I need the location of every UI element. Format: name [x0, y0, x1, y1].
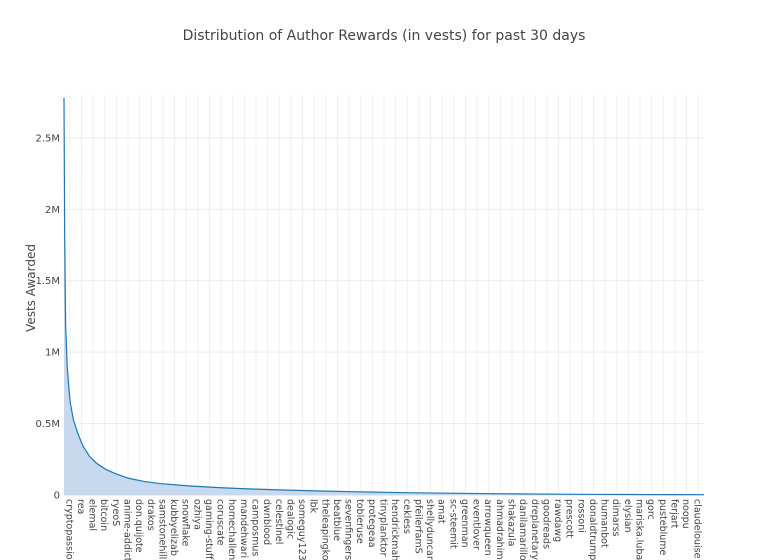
- x-tick-label: theleapingko: [319, 499, 330, 560]
- x-axis-ticks: cryptopassio rea elemal bitcoin ryeoS anime-a…: [63, 499, 702, 560]
- x-tick-label: mariska.luba: [634, 499, 645, 560]
- x-tick-label: don.quijote: [133, 499, 144, 553]
- x-tick-label: sevenfingers: [343, 499, 354, 560]
- x-tick-label: dimarss: [610, 499, 621, 537]
- x-tick-label: protegeaa: [366, 499, 377, 548]
- x-tick-label: danilamarillo: [517, 499, 528, 560]
- x-tick-label: homechallen: [226, 499, 237, 560]
- y-tick-label: 2.5M: [35, 133, 60, 144]
- y-tick-label: 1.5M: [35, 276, 60, 287]
- x-tick-label: anime-addict: [122, 499, 133, 560]
- x-tick-label: ferjart: [668, 499, 679, 528]
- x-tick-label: snowflake: [180, 499, 191, 547]
- x-tick-label: bitcoin: [98, 499, 109, 531]
- y-tick-label: 2M: [45, 205, 60, 216]
- x-tick-label: dwnblood: [261, 499, 272, 545]
- x-tick-label: eventlover: [471, 499, 482, 550]
- x-tick-label: sc-steemit: [447, 499, 458, 549]
- x-tick-label: pfeilerfamS: [412, 499, 423, 554]
- x-tick-label: ahmadrahim: [494, 499, 505, 560]
- x-tick-label: prescott: [564, 499, 575, 538]
- x-tick-label: pusteblume: [657, 499, 668, 556]
- x-tick-label: tinyplanktor: [378, 499, 389, 557]
- x-tick-label: shellyduncan: [424, 499, 435, 560]
- x-tick-label: greenman: [459, 499, 470, 548]
- x-tick-label: coruscate: [215, 499, 226, 546]
- x-tick-label: camposmus: [250, 499, 261, 556]
- chart-title: Distribution of Author Rewards (in vests…: [183, 28, 586, 44]
- x-tick-label: gorc: [645, 499, 656, 520]
- x-tick-label: dealogic: [284, 499, 295, 539]
- x-tick-label: shakazula: [506, 499, 517, 546]
- x-tick-label: cekless: [401, 499, 412, 534]
- x-tick-label: kubbyelizab: [168, 499, 179, 556]
- x-tick-label: humanbot: [599, 499, 610, 548]
- x-tick-label: rossoni: [575, 499, 586, 533]
- x-tick-label: elysian: [622, 499, 633, 533]
- x-tick-label: claudelouise: [692, 499, 703, 559]
- y-axis-ticks: 0 0.5M 1M 1.5M 2M 2.5M: [35, 133, 60, 501]
- x-tick-label: rawdawg: [552, 499, 563, 542]
- x-tick-label: lbk: [308, 499, 319, 514]
- area-layer: [63, 97, 705, 496]
- y-axis-title: Vests Awarded: [24, 244, 38, 332]
- x-tick-label: gaming-stuff: [203, 499, 214, 560]
- x-tick-label: hendrickmahi: [389, 499, 400, 560]
- x-tick-label: someguy123: [296, 499, 307, 560]
- y-tick-label: 0.5M: [35, 419, 60, 430]
- x-tick-label: donaldtrump: [587, 499, 598, 560]
- x-tick-label: samstonehill: [156, 499, 167, 559]
- x-tick-label: dreplanetary: [529, 499, 540, 560]
- x-tick-label: cryptopassio: [63, 499, 74, 560]
- x-tick-label: tobleruse: [354, 499, 365, 544]
- x-tick-label: drakos: [145, 499, 156, 531]
- x-tick-label: arrowqueen: [482, 499, 493, 556]
- x-tick-label: mandehwari: [238, 499, 249, 558]
- x-tick-label: elemal: [87, 499, 98, 531]
- x-tick-label: noopu: [680, 499, 691, 529]
- y-tick-label: 1M: [45, 348, 60, 359]
- x-tick-label: rea: [75, 499, 86, 514]
- x-tick-label: celestinel: [273, 499, 284, 544]
- x-tick-label: goodreads: [540, 499, 551, 549]
- y-tick-label: 0: [54, 491, 60, 502]
- x-tick-label: amat: [436, 499, 447, 524]
- x-tick-label: ryeoS: [110, 499, 121, 526]
- x-tick-label: ozhiya: [191, 499, 202, 530]
- gridlines: [64, 95, 704, 496]
- x-tick-label: beatblue: [331, 499, 342, 541]
